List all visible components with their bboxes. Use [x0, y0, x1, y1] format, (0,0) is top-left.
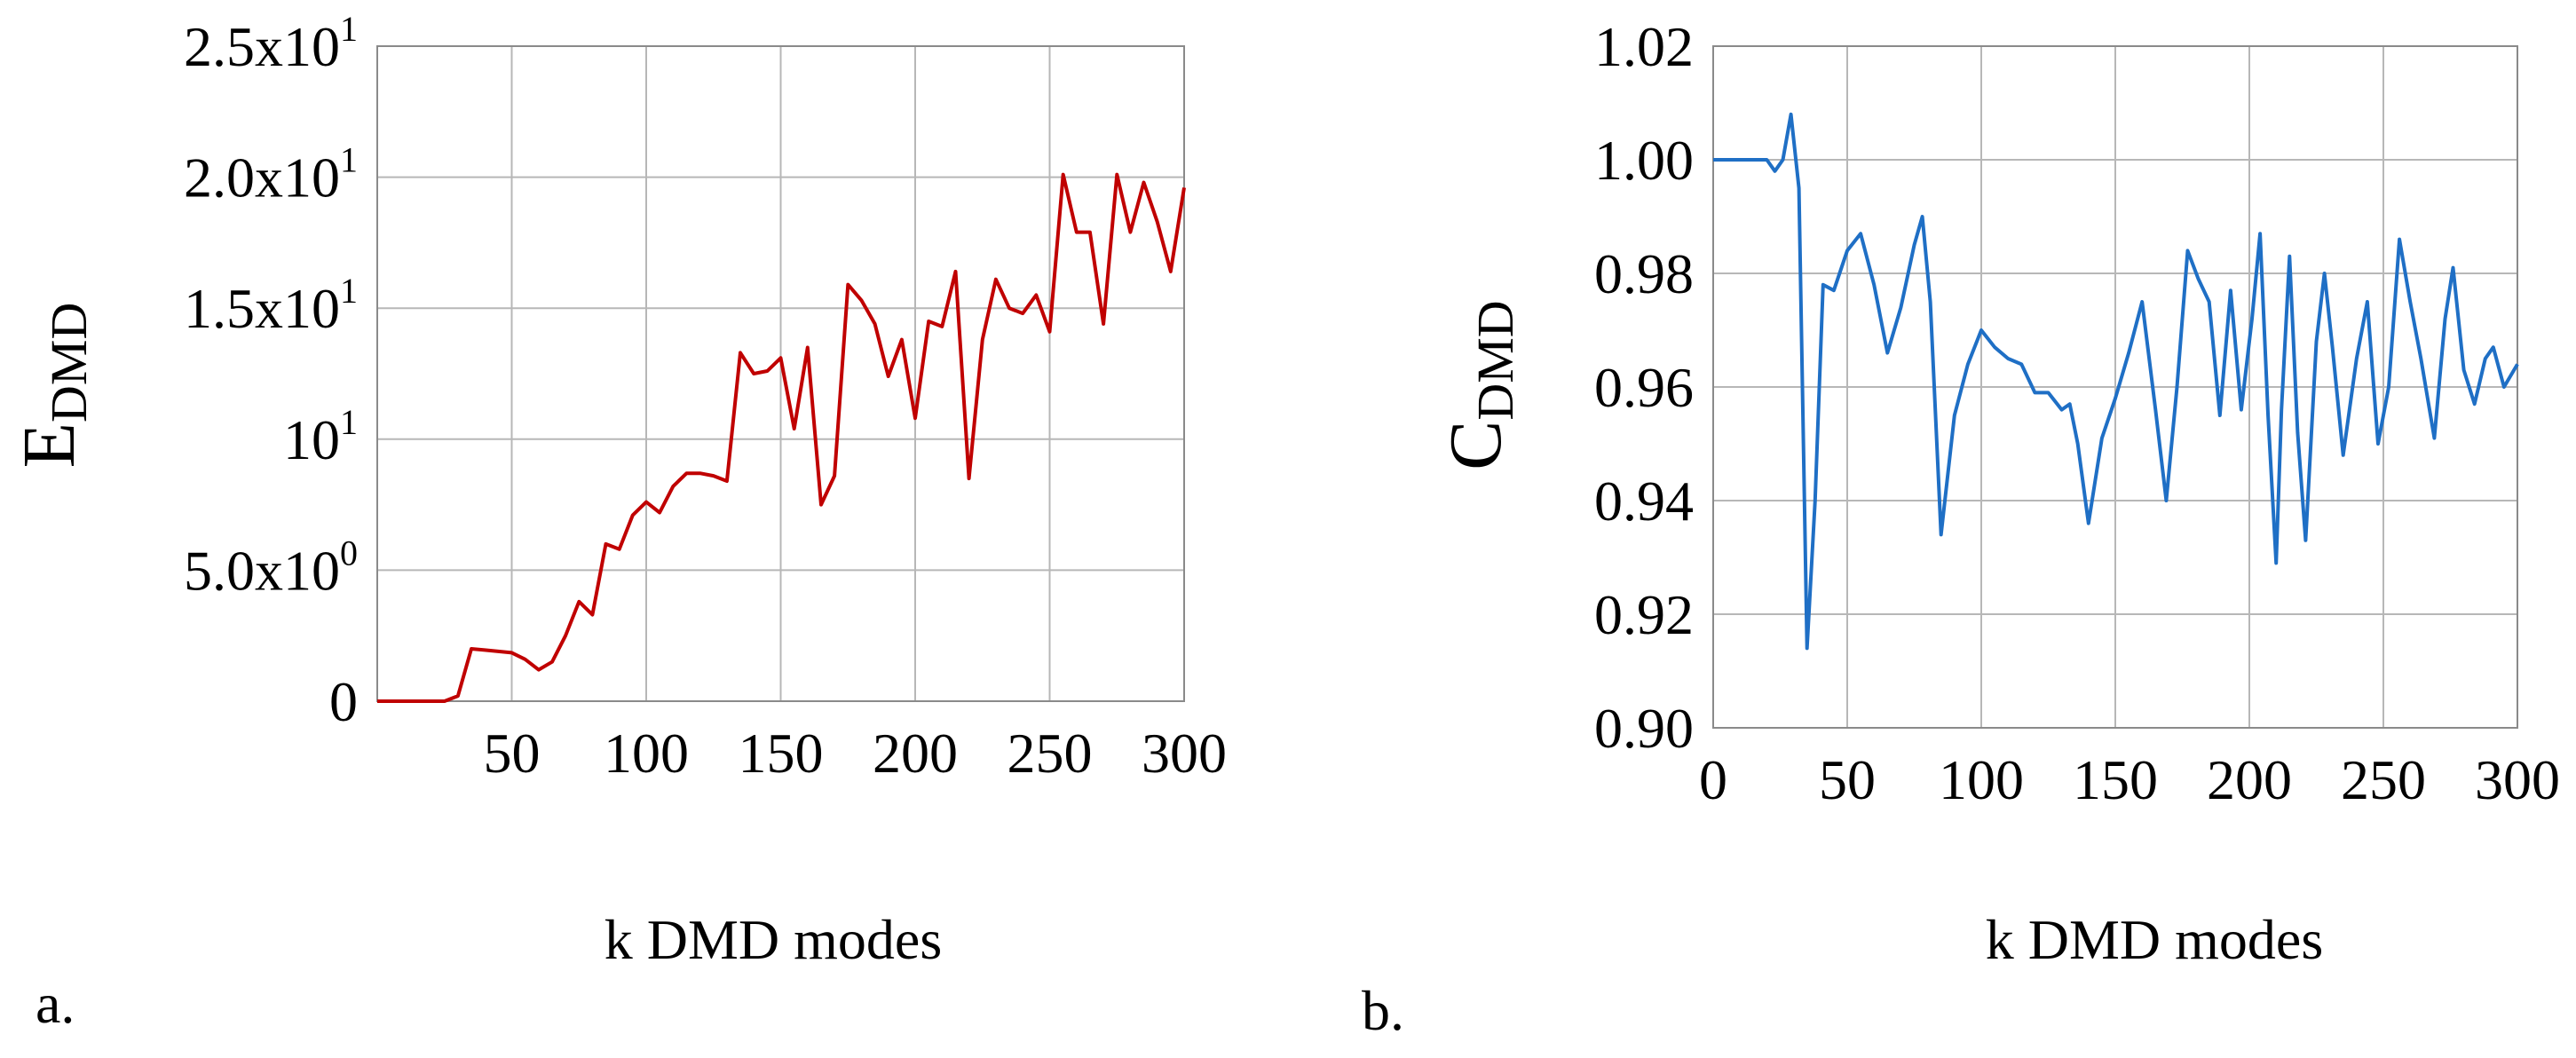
- chart-c-dmd-plot-area: [1712, 45, 2518, 729]
- x-tick-label: 250: [2341, 748, 2426, 811]
- y-tick-label: 0.92: [1594, 583, 1694, 646]
- x-tick-label: 50: [484, 722, 541, 785]
- x-tick-label: 200: [873, 722, 958, 785]
- y-tick-label: 0.94: [1594, 470, 1694, 533]
- y-tick-label: 0: [329, 670, 358, 733]
- y-tick-exponent: 1: [340, 140, 358, 180]
- y-tick-label: 1.5x101: [184, 271, 358, 340]
- chart-e-dmd-series-line: [377, 172, 1186, 703]
- y-tick-exponent: 1: [340, 9, 358, 49]
- x-tick-label: 200: [2207, 748, 2292, 811]
- x-tick-label: 50: [1819, 748, 1876, 811]
- y-tick-exponent: 1: [340, 402, 358, 442]
- chart-c-dmd-y-ticks: 0.90 0.92 0.94 0.96 0.98 1.00 1.02: [1594, 15, 1694, 760]
- x-tick-label: 300: [2475, 748, 2560, 811]
- x-tick-label: 300: [1142, 722, 1227, 785]
- y-tick-label: 101: [283, 402, 358, 471]
- x-tick-label: 250: [1007, 722, 1093, 785]
- x-tick-label: 100: [604, 722, 689, 785]
- x-tick-label: 150: [2073, 748, 2158, 811]
- y-tick-exponent: 1: [340, 271, 358, 311]
- chart-e-dmd-x-ticks: 50 100 150 200 250 300: [484, 722, 1228, 785]
- y-tick-label: 5.0x100: [184, 533, 358, 602]
- chart-e-dmd-y-axis-title-sub: DMD: [40, 303, 98, 422]
- y-tick-mantissa: 5.0x10: [184, 539, 340, 602]
- chart-c-dmd-series-line: [1713, 112, 2519, 651]
- y-tick-label: 0.90: [1594, 697, 1694, 760]
- y-tick-mantissa: 1.5x10: [184, 277, 340, 340]
- chart-c-dmd: 0.90 0.92 0.94 0.96 0.98 1.00 1.02 0 50 100 150 20…: [1362, 15, 2560, 1042]
- chart-c-dmd-x-axis-title: k DMD modes: [1986, 908, 2323, 971]
- chart-e-dmd-x-axis-title: k DMD modes: [604, 908, 942, 971]
- y-tick-label: 1.02: [1594, 15, 1694, 78]
- x-tick-label: 100: [1939, 748, 2024, 811]
- chart-c-dmd-y-axis-title-main: C: [1434, 421, 1517, 470]
- chart-c-dmd-x-ticks: 0 50 100 150 200 250 300: [1699, 748, 2560, 811]
- chart-e-dmd-y-axis-title-main: E: [8, 422, 91, 468]
- y-tick-label: 2.0x101: [184, 140, 358, 209]
- panel-label-a: a.: [36, 972, 75, 1035]
- y-tick-mantissa: 0: [329, 670, 358, 733]
- panel-label-b: b.: [1362, 979, 1404, 1042]
- y-tick-label: 0.96: [1594, 356, 1694, 419]
- x-tick-label: 0: [1699, 748, 1727, 811]
- chart-e-dmd-y-axis-title: EDMD: [8, 303, 98, 469]
- chart-c-dmd-x-grid: [1846, 46, 2384, 728]
- y-tick-label: 2.5x101: [184, 9, 358, 78]
- y-tick-mantissa: 10: [283, 408, 340, 471]
- y-tick-mantissa: 2.0x10: [184, 146, 340, 209]
- chart-c-dmd-y-axis-title: CDMD: [1434, 300, 1524, 470]
- chart-e-dmd-plot-area: [376, 45, 1185, 702]
- x-tick-label: 150: [739, 722, 824, 785]
- y-tick-label: 0.98: [1594, 242, 1694, 305]
- y-tick-label: 1.00: [1594, 129, 1694, 192]
- y-tick-mantissa: 2.5x10: [184, 15, 340, 78]
- chart-e-dmd-x-grid: [510, 46, 1051, 701]
- y-tick-exponent: 0: [340, 533, 358, 572]
- chart-c-dmd-y-axis-title-sub: DMD: [1466, 300, 1524, 420]
